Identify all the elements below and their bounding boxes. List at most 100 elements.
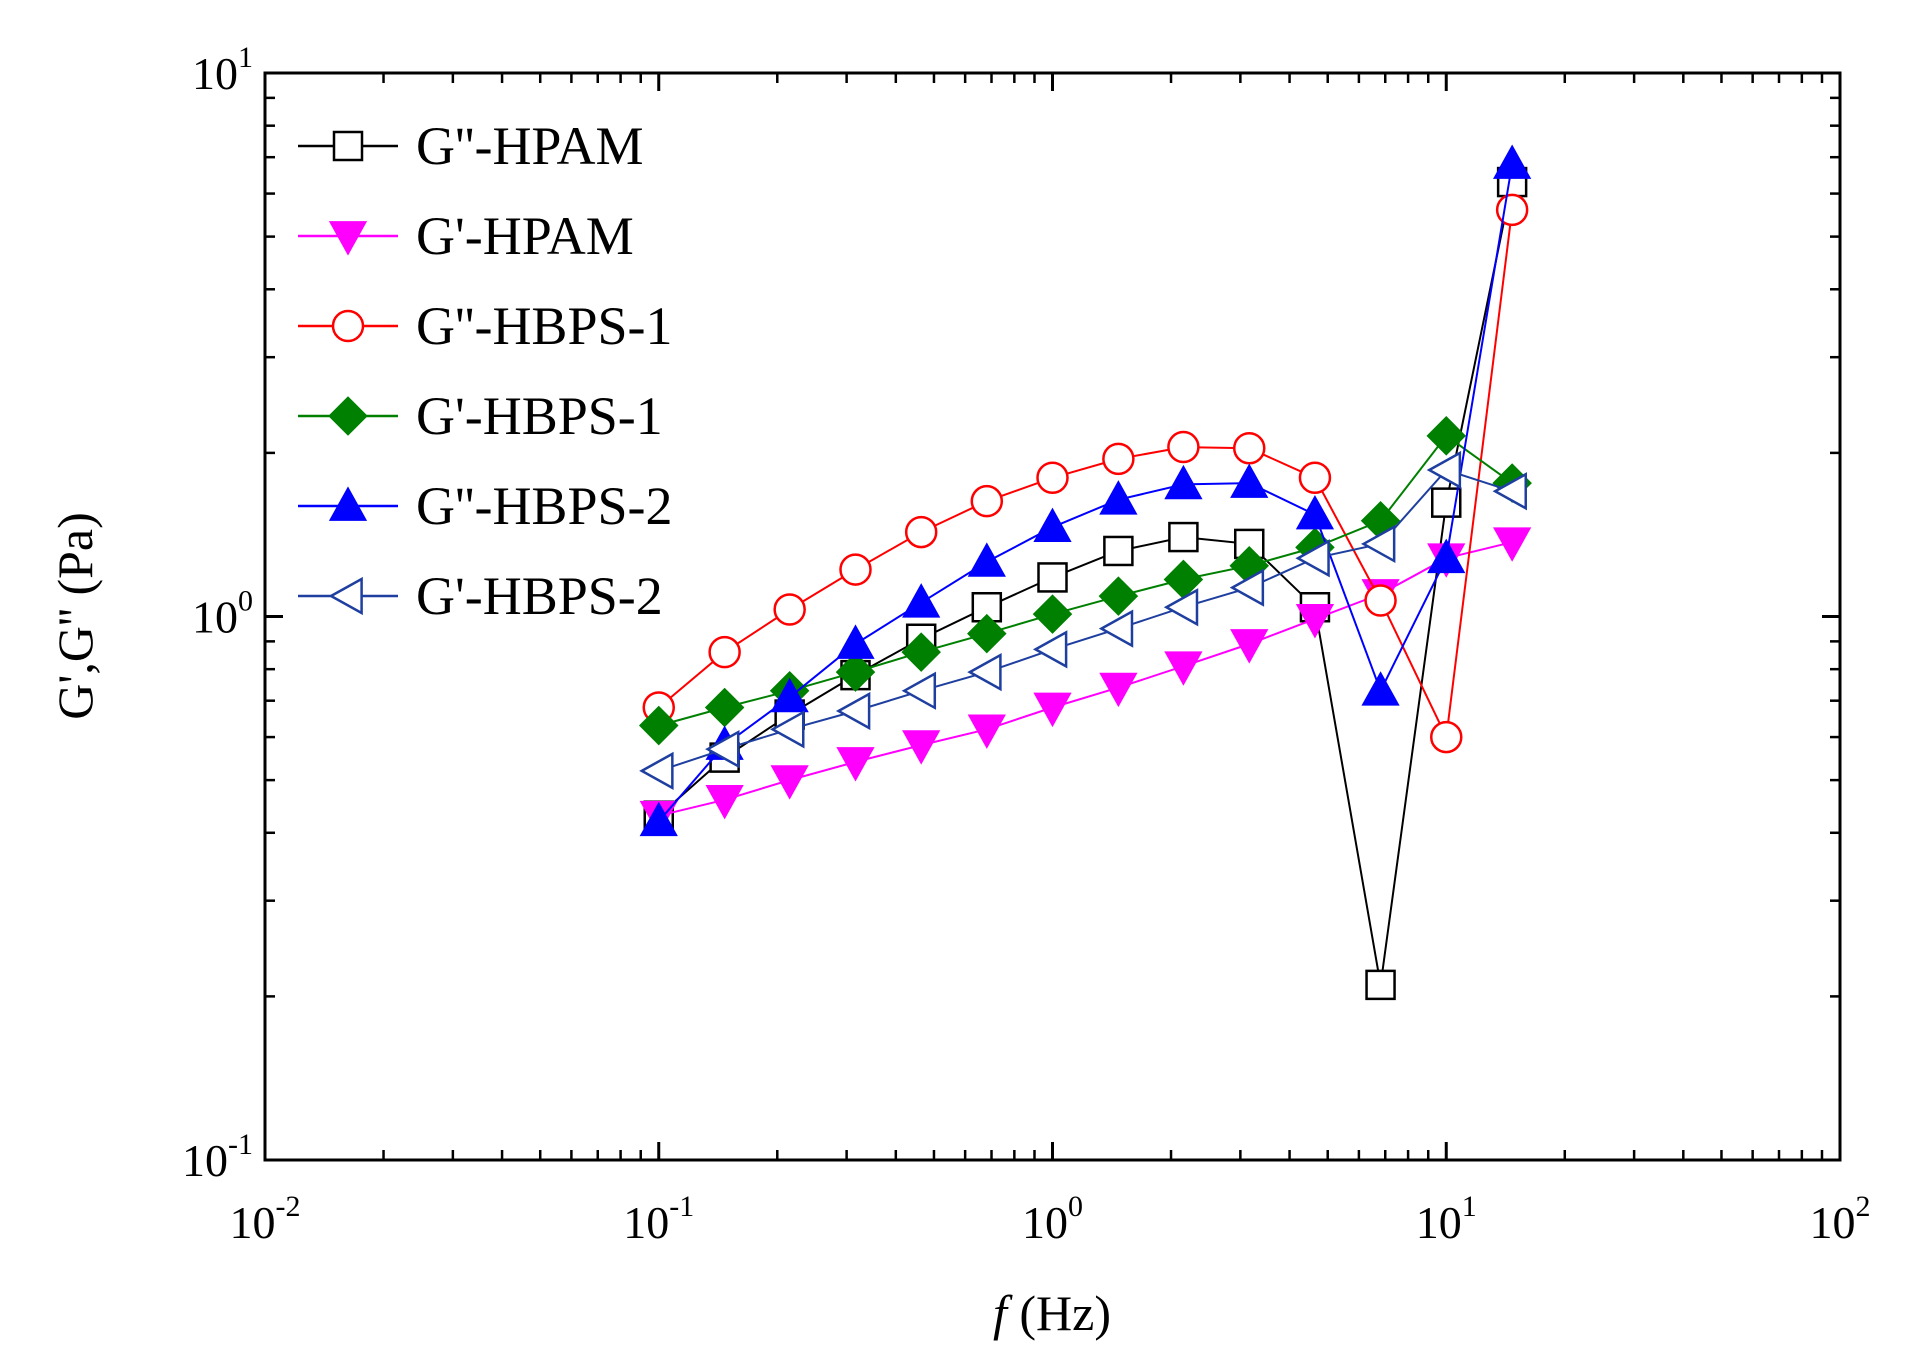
x-tick-label-base: 10 [623, 1197, 669, 1248]
x-tick-label: 101 [1416, 1190, 1477, 1248]
data-point [1230, 629, 1269, 664]
data-point [1295, 495, 1335, 530]
y-tick-label-exponent: -1 [228, 1128, 253, 1161]
data-point [638, 705, 679, 746]
data-point [1036, 461, 1069, 495]
legend-marker [332, 130, 364, 162]
x-tick-label-base: 10 [1022, 1197, 1068, 1248]
x-tick-label-base: 10 [1810, 1197, 1856, 1248]
data-point [967, 714, 1006, 749]
data-point [967, 613, 1007, 654]
legend-label: G'-HPAM [416, 206, 634, 266]
data-point [839, 553, 872, 586]
legend-entry: G'-HPAM [298, 206, 634, 266]
y-axis-label: G',G'' (Pa) [47, 512, 103, 720]
data-point [1098, 609, 1134, 648]
series-line [658, 163, 1514, 822]
data-point [835, 691, 871, 731]
data-point [705, 784, 744, 820]
data-point [1103, 535, 1134, 567]
data-point [1364, 584, 1397, 617]
data-point [1168, 521, 1199, 553]
legend-entry: G''-HBPS-2 [298, 476, 673, 536]
data-point [902, 583, 941, 618]
data-point [1493, 144, 1532, 179]
legend-label: G'-HBPS-1 [416, 386, 663, 446]
legend-entry: G''-HPAM [298, 116, 644, 176]
x-tick-label-exponent: 2 [1856, 1190, 1871, 1223]
data-point [1033, 507, 1072, 543]
x-axis-label: f (Hz) [993, 1285, 1111, 1341]
data-point [1099, 480, 1138, 515]
legend-entry: G'-HBPS-2 [298, 566, 663, 626]
data-point [967, 653, 1002, 692]
data-point [836, 747, 875, 782]
data-point [1164, 464, 1203, 500]
x-tick-label-exponent: -2 [276, 1190, 301, 1223]
y-tick-label: 100 [192, 585, 253, 643]
data-point [902, 730, 941, 765]
data-point [1492, 472, 1527, 511]
legend-marker [331, 309, 365, 343]
data-point [1295, 539, 1330, 578]
data-point [1495, 193, 1529, 227]
data-point [1427, 538, 1466, 574]
data-point [1037, 562, 1068, 593]
legend-label: G''-HBPS-2 [416, 476, 673, 536]
legend: G''-HPAM G'-HPAM G''-HBPS-1 G'-HBPS-1 G''-HB… [298, 116, 673, 626]
data-point [901, 671, 937, 710]
data-point [704, 687, 745, 728]
data-point [639, 751, 674, 790]
y-tick-label: 101 [192, 41, 253, 99]
data-point [1426, 416, 1467, 456]
data-point [1033, 692, 1072, 728]
data-point [708, 635, 741, 669]
x-tick-label-exponent: 1 [1462, 1190, 1477, 1223]
legend-entry: G''-HBPS-1 [298, 296, 673, 356]
data-point [1164, 651, 1203, 686]
legend-marker [328, 396, 368, 436]
x-tick-label: 10-2 [230, 1190, 301, 1248]
data-point [901, 632, 941, 672]
data-point [1098, 576, 1139, 616]
plot-frame [263, 71, 1842, 1162]
y-tick-label-base: 10 [182, 1135, 228, 1186]
data-point [1431, 487, 1462, 518]
x-axis-label-unit: (Hz) [1007, 1285, 1111, 1341]
data-point [1032, 594, 1073, 634]
data-point [770, 765, 809, 800]
data-point [1298, 461, 1332, 495]
series-g-hbps-2 [639, 450, 1527, 790]
data-point [639, 801, 678, 837]
x-tick-label: 100 [1022, 1190, 1083, 1248]
data-point [1102, 442, 1135, 476]
legend-marker [328, 486, 368, 521]
data-point [1099, 672, 1138, 708]
x-tick-label-base: 10 [230, 1197, 276, 1248]
data-point [770, 677, 809, 713]
series-g-hpam [639, 527, 1532, 836]
data-point [1426, 450, 1462, 490]
series-g-hbps-1 [642, 193, 1529, 754]
data-point [1360, 524, 1396, 564]
data-point [1167, 430, 1200, 464]
x-tick-label-exponent: -1 [669, 1190, 694, 1223]
y-tick-label-base: 10 [192, 592, 238, 643]
y-tick-label-exponent: 1 [238, 41, 253, 74]
data-point [1230, 463, 1269, 498]
data-point [1233, 431, 1266, 465]
data-point [1365, 969, 1396, 1001]
legend-marker [328, 576, 363, 616]
data-point [967, 542, 1006, 577]
data-point [835, 652, 876, 692]
legend-marker [328, 221, 368, 256]
data-point [770, 710, 805, 749]
data-point [705, 730, 740, 769]
series-line [658, 209, 1514, 741]
data-point [1430, 720, 1463, 754]
x-tick-label-base: 10 [1416, 1197, 1462, 1248]
data-point [1361, 671, 1400, 706]
legend-label: G''-HPAM [416, 116, 644, 176]
